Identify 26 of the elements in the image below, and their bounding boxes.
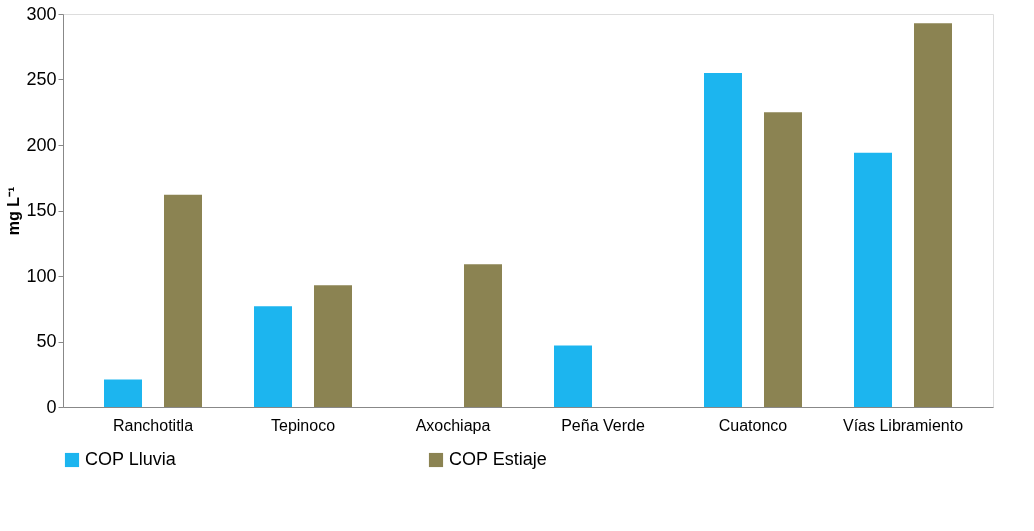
x-tick-label: Tepinoco: [270, 416, 336, 434]
y-tick-label: 100: [26, 265, 57, 286]
bar: [854, 152, 892, 407]
legend-label: COP Lluvia: [85, 449, 177, 469]
bar: [164, 194, 202, 407]
y-tick-label: 200: [26, 134, 57, 155]
bar: [314, 285, 352, 407]
bar: [104, 379, 142, 407]
bar: [464, 264, 502, 407]
y-axis-title: mg L⁻¹: [5, 186, 23, 236]
y-tick-label: 300: [26, 3, 57, 24]
x-tick-label: Ranchotitla: [112, 416, 194, 434]
x-tick-label: Axochiapa: [415, 416, 491, 434]
y-tick-label: 50: [36, 331, 57, 351]
bar: [914, 23, 952, 407]
bar: [254, 306, 292, 407]
y-tick-label: 250: [26, 69, 57, 89]
bar: [764, 112, 802, 407]
bar: [554, 345, 592, 407]
y-tick-label: 0: [46, 396, 57, 417]
x-tick-label: Peña Verde: [561, 416, 645, 434]
x-tick-label: Cuatonco: [718, 416, 788, 434]
bar: [704, 72, 742, 407]
y-tick-label: 150: [26, 200, 57, 220]
legend-label: COP Estiaje: [449, 449, 547, 469]
x-tick-label: Vías Libramiento: [842, 416, 964, 434]
